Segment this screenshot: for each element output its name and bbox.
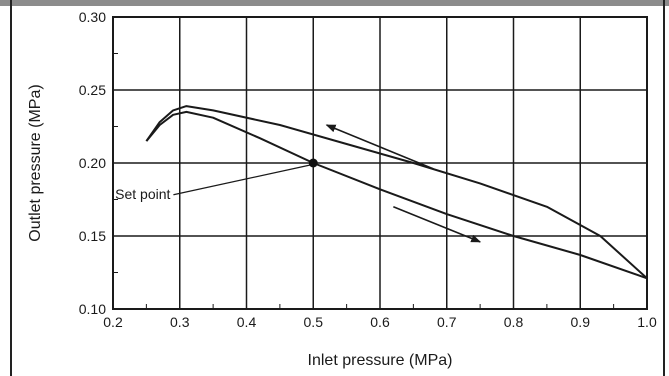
series-group — [145, 105, 648, 280]
x-tick-label: 0.7 — [437, 314, 457, 330]
direction-arrow-1 — [325, 124, 434, 170]
grid — [112, 16, 648, 310]
x-axis-label: Inlet pressure (MPa) — [308, 352, 453, 369]
x-tick-label: 1.0 — [637, 314, 657, 330]
direction-arrow-2 — [393, 206, 482, 243]
y-axis-ticks: 0.10 0.15 0.20 0.25 0.30 — [79, 9, 106, 317]
frame-border-right — [663, 0, 665, 376]
x-tick-label: 0.8 — [504, 314, 524, 330]
x-tick-label: 0.6 — [370, 314, 390, 330]
plot-area-border — [112, 16, 648, 310]
frame-border-left — [10, 0, 12, 376]
y-tick-label: 0.20 — [79, 155, 106, 171]
x-tick-label: 0.3 — [170, 314, 190, 330]
y-axis-label: Outlet pressure (MPa) — [27, 84, 44, 241]
set-point-marker — [308, 158, 318, 168]
y-tick-label: 0.15 — [79, 228, 106, 244]
x-tick-label: 0.2 — [103, 314, 123, 330]
y-tick-label: 0.30 — [79, 9, 106, 25]
set-point-label: Set point — [115, 186, 170, 202]
x-tick-label: 0.4 — [237, 314, 257, 330]
series-line-2 — [145, 110, 648, 280]
top-band — [0, 0, 669, 6]
x-tick-label: 0.9 — [571, 314, 591, 330]
series-line-1 — [145, 105, 648, 280]
y-tick-label: 0.10 — [79, 301, 106, 317]
arrow-group — [325, 124, 482, 243]
y-tick-label: 0.25 — [79, 82, 106, 98]
x-axis-ticks: 0.2 0.3 0.4 0.5 0.6 0.7 0.8 0.9 1.0 — [103, 314, 657, 330]
set-point-leader-line — [173, 164, 311, 196]
x-tick-label: 0.5 — [304, 314, 324, 330]
